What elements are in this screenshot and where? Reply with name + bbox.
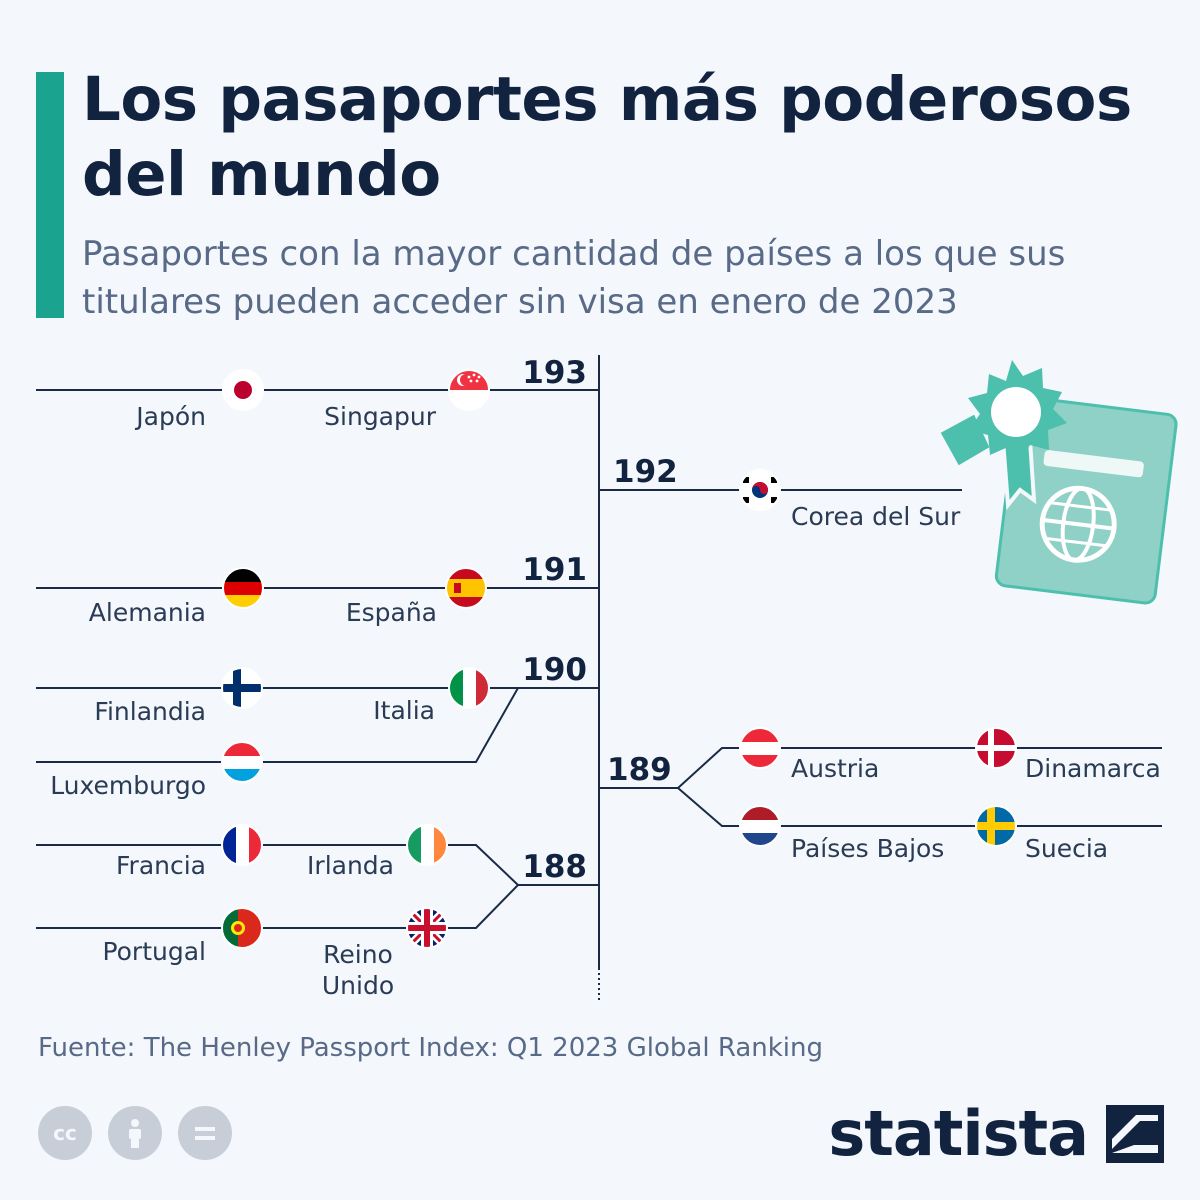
country-flags: [221, 369, 1017, 949]
flag-reino-unido-icon: [406, 907, 448, 949]
flag-singapur-icon: [448, 369, 490, 411]
source-note: Fuente: The Henley Passport Index: Q1 20…: [38, 1033, 823, 1063]
flag-alemania-icon: [222, 567, 264, 609]
country-label-corea-del-sur: Corea del Sur: [791, 502, 961, 531]
chart-labels: 193 Japón Singapur 192 Corea del Sur 191 Alema…: [50, 355, 1161, 1000]
svg-text:cc: cc: [53, 1121, 77, 1145]
country-label-austria: Austria: [791, 754, 879, 783]
country-label-reino-unido: Reino Unido: [322, 940, 394, 1000]
statista-logo-icon: [1106, 1105, 1164, 1163]
flag-dinamarca-icon: [975, 727, 1017, 769]
luxemburgo-connector: [36, 687, 519, 763]
page-title: Los pasaportes más poderosos del mundo: [82, 64, 1132, 210]
flag-finlandia-icon: [221, 667, 263, 709]
title-accent-bar: [36, 72, 64, 318]
passport-ranking-chart: 193 Japón Singapur 192 Corea del Sur 191 Alema…: [36, 355, 1178, 1000]
flag-japon-icon: [222, 369, 264, 411]
attribution-icon: [108, 1106, 162, 1160]
country-label-francia: Francia: [116, 851, 206, 880]
page-subtitle: Pasaportes con la mayor cantidad de país…: [82, 234, 1066, 322]
brand-wordmark: statista: [828, 1097, 1089, 1170]
flag-paises-bajos-icon: [739, 805, 781, 847]
country-label-luxemburgo: Luxemburgo: [50, 771, 206, 800]
country-label-japon: Japón: [134, 402, 206, 431]
country-label-alemania: Alemania: [89, 598, 206, 627]
flag-luxemburgo-icon: [221, 741, 263, 783]
country-label-irlanda: Irlanda: [307, 851, 394, 880]
country-label-italia: Italia: [373, 696, 435, 725]
flag-francia-icon: [221, 824, 263, 866]
country-label-dinamarca: Dinamarca: [1025, 754, 1161, 783]
flag-portugal-icon: [221, 907, 263, 949]
rank-value-189: 189: [607, 752, 672, 788]
flag-espana-icon: [445, 567, 487, 609]
flag-italia-icon: [448, 667, 490, 709]
statista-brand[interactable]: statista: [828, 1098, 1164, 1170]
license-icons: cc: [38, 1106, 232, 1160]
flag-irlanda-icon: [406, 824, 448, 866]
flag-austria-icon: [739, 727, 781, 769]
rank-value-191: 191: [522, 552, 587, 588]
country-label-suecia: Suecia: [1025, 834, 1108, 863]
passport-illustration: [935, 360, 1178, 605]
country-label-paises-bajos: Países Bajos: [791, 834, 944, 863]
flag-corea-del-sur-icon: [739, 469, 781, 511]
bracket-lines: [36, 355, 1162, 1000]
country-label-singapur: Singapur: [324, 402, 437, 431]
no-derivatives-icon: [178, 1106, 232, 1160]
francia-irlanda-branch: [36, 844, 519, 886]
rank-value-190: 190: [522, 652, 587, 688]
portugal-reino-unido-branch: [36, 884, 519, 929]
country-label-finlandia: Finlandia: [94, 697, 206, 726]
rank-value-193: 193: [522, 355, 587, 391]
flag-suecia-icon: [975, 805, 1017, 847]
country-label-portugal: Portugal: [102, 937, 206, 966]
rank-value-192: 192: [613, 454, 678, 490]
rank-value-188: 188: [522, 849, 587, 885]
cc-icon: cc: [38, 1106, 92, 1160]
country-label-espana: España: [346, 598, 437, 627]
